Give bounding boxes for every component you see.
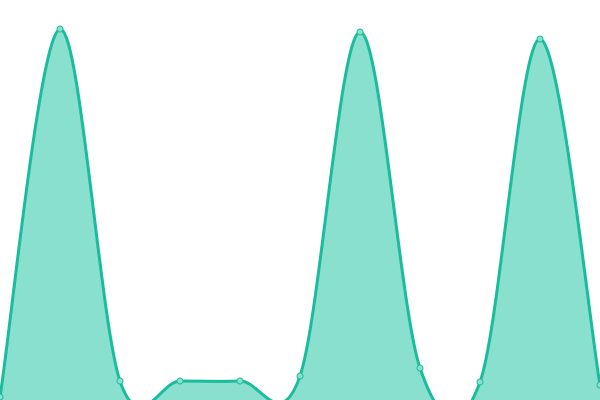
data-point (536, 35, 544, 43)
area-fill (0, 28, 600, 400)
data-point (236, 377, 244, 385)
data-point (476, 378, 484, 386)
data-point (56, 25, 64, 33)
data-point (416, 364, 424, 372)
data-point (116, 377, 124, 385)
data-points (0, 25, 600, 400)
series-line (0, 27, 600, 400)
data-point (296, 372, 304, 380)
data-point (176, 377, 184, 385)
data-point (596, 381, 600, 389)
data-point (356, 28, 364, 36)
data-point (0, 393, 4, 400)
